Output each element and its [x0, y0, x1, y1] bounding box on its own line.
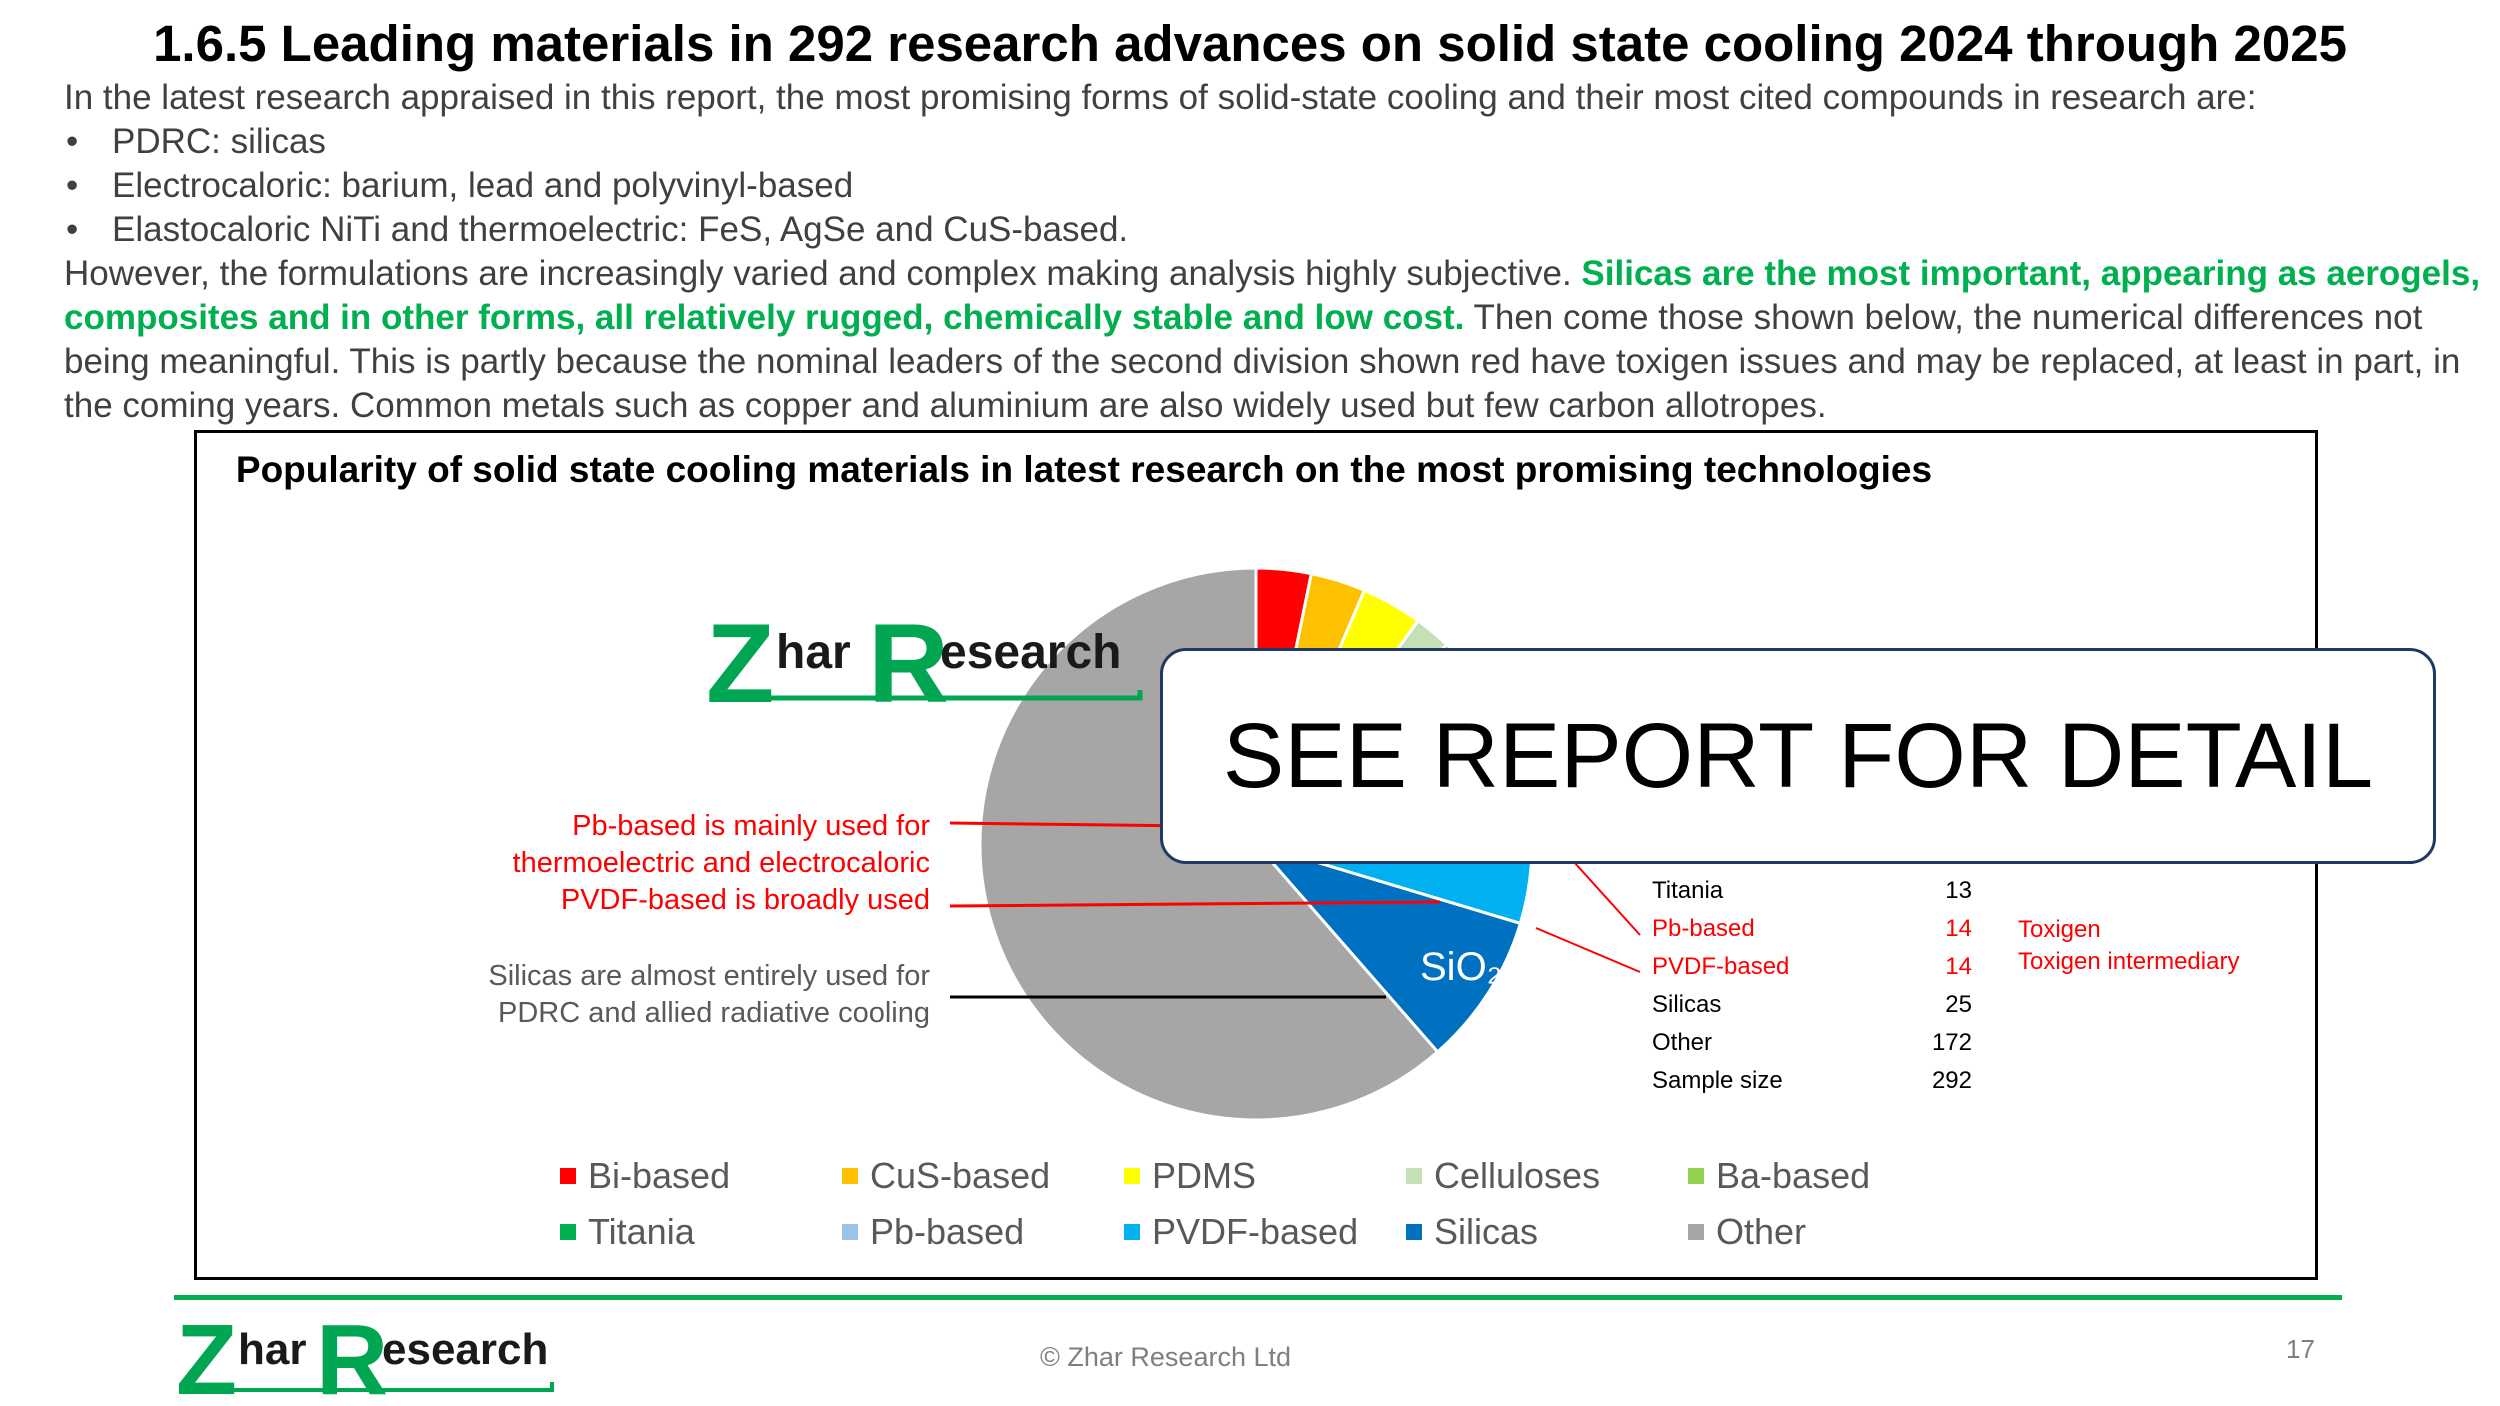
- pie-slice-silicas: [1251, 841, 1523, 1054]
- legend-swatch: [560, 1224, 576, 1240]
- legend-swatch: [1124, 1224, 1140, 1240]
- pvdf-table-leader: [1535, 927, 1641, 973]
- table-value: 25: [1945, 991, 1972, 1018]
- legend-label: CuS-based: [870, 1155, 1051, 1196]
- bullet-pdrc: PDRC: silicas: [64, 120, 2484, 164]
- chart-title: Popularity of solid state cooling materi…: [235, 449, 1933, 490]
- see-report-overlay: SEE REPORT FOR DETAIL: [1160, 648, 2436, 864]
- legend-label: PDMS: [1152, 1155, 1257, 1196]
- logo-har: har: [776, 626, 851, 679]
- pvdf-leader-line: [949, 900, 1441, 908]
- table-row-titania: Titania 13: [1652, 872, 1972, 910]
- legend-label: Celluloses: [1434, 1155, 1601, 1196]
- paragraph-end: Then come those shown below, the numeric…: [64, 298, 2461, 425]
- footer-logo-esearch: esearch: [382, 1325, 548, 1374]
- silicas-callout: Silicas are almost entirely used for PDR…: [430, 958, 930, 1032]
- analysis-paragraph: However, the formulations are increasing…: [64, 252, 2484, 428]
- pvdf-callout: PVDF-based is broadly used: [560, 884, 930, 916]
- logo-r: R: [868, 601, 949, 726]
- legend-swatch: [1688, 1168, 1704, 1184]
- legend-swatch: [842, 1224, 858, 1240]
- legend-label: Bi-based: [588, 1155, 731, 1196]
- table-value: 14: [1945, 953, 1972, 980]
- pb-leader-line: [949, 821, 1191, 828]
- copyright: © Zhar Research Ltd: [1040, 1342, 1292, 1372]
- table-label: Silicas: [1652, 991, 1722, 1018]
- silicas-callout-line2: PDRC and allied radiative cooling: [497, 997, 930, 1029]
- silicas-callout-line1: Silicas are almost entirely used for: [488, 960, 930, 992]
- toxigen-intermediary-note: Toxigen intermediary: [2018, 948, 2240, 975]
- table-row-pb: Pb-based 14: [1652, 910, 1972, 948]
- legend-label: Ba-based: [1716, 1155, 1871, 1196]
- pb-callout-line2: thermoelectric and electrocaloric: [512, 847, 930, 879]
- legend-label: Silicas: [1434, 1211, 1539, 1252]
- bullet-electrocaloric: Electrocaloric: barium, lead and polyvin…: [64, 164, 2484, 208]
- zhar-logo-chart: Z har R esearch: [706, 601, 1143, 726]
- overlay-text: SEE REPORT FOR DETAIL: [1222, 704, 2374, 807]
- intro-sentence: In the latest research appraised in this…: [64, 78, 2257, 117]
- table-row-sample-size: Sample size 292: [1652, 1062, 1972, 1100]
- table-row-pvdf: PVDF-based 14: [1652, 948, 1972, 986]
- table-row-silicas: Silicas 25: [1652, 986, 1972, 1024]
- paragraph-start: However, the formulations are increasing…: [64, 254, 1582, 293]
- legend-swatch: [1406, 1224, 1422, 1240]
- legend-swatch: [1124, 1168, 1140, 1184]
- logo-underline: [720, 690, 1143, 701]
- table-value: 292: [1931, 1067, 1972, 1094]
- toxigen-note: Toxigen: [2018, 916, 2101, 943]
- table-label: PVDF-based: [1652, 953, 1790, 980]
- legend-swatch: [1688, 1224, 1704, 1240]
- legend-label: Other: [1716, 1211, 1807, 1252]
- legend-label: PVDF-based: [1152, 1211, 1359, 1252]
- chart-legend: Bi-based CuS-based PDMS Celluloses Ba-based T…: [560, 1156, 1960, 1266]
- legend-label: Pb-based: [870, 1211, 1025, 1252]
- legend-label: Titania: [588, 1211, 695, 1252]
- table-label: Titania: [1652, 877, 1724, 904]
- footer-divider: [174, 1295, 2342, 1300]
- table-label: Other: [1652, 1029, 1713, 1056]
- logo-esearch: esearch: [940, 626, 1121, 679]
- pb-callout-line1: Pb-based is mainly used for: [572, 810, 930, 842]
- table-label: Pb-based: [1652, 915, 1755, 942]
- slice-label-silicas: SiO₂: [1420, 945, 1502, 989]
- slide-title: 1.6.5 Leading materials in 292 research …: [153, 15, 2347, 72]
- intro-text: In the latest research appraised in this…: [64, 76, 2484, 428]
- data-table: Titania 13 Pb-based 14 PVDF-based 14 Silica…: [1652, 872, 1972, 1100]
- table-row-other: Other 172: [1652, 1024, 1972, 1062]
- bullet-elastocaloric: Elastocaloric NiTi and thermoelectric: F…: [64, 208, 2484, 252]
- footer-logo-underline: [190, 1382, 554, 1392]
- legend-swatch: [842, 1168, 858, 1184]
- table-value: 13: [1945, 877, 1972, 904]
- pb-callout: Pb-based is mainly used for thermoelectr…: [430, 808, 930, 919]
- pb-table-leader: [1573, 861, 1641, 936]
- legend-swatch: [1406, 1168, 1422, 1184]
- table-label: Sample size: [1652, 1067, 1783, 1094]
- page-number: 17: [2286, 1334, 2315, 1364]
- footer-logo-har: har: [238, 1325, 306, 1374]
- legend-swatch: [560, 1168, 576, 1184]
- logo-z: Z: [706, 601, 774, 726]
- table-value: 172: [1931, 1029, 1972, 1056]
- table-value: 14: [1945, 915, 1972, 942]
- paragraph-highlight: Silicas are the most important, appearin…: [64, 254, 2481, 337]
